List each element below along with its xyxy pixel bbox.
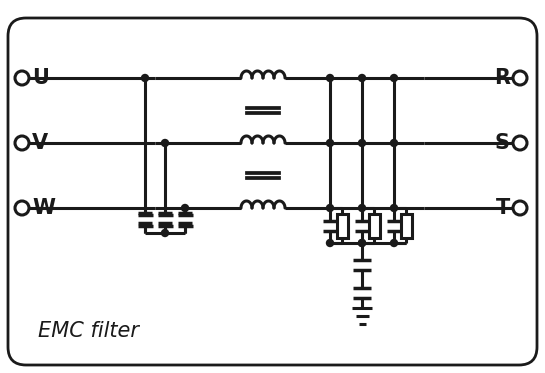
- Circle shape: [391, 140, 397, 147]
- Circle shape: [161, 140, 168, 147]
- Circle shape: [326, 204, 334, 211]
- Circle shape: [359, 75, 366, 81]
- FancyBboxPatch shape: [401, 213, 411, 238]
- Text: T: T: [496, 198, 510, 218]
- Circle shape: [359, 204, 366, 211]
- FancyBboxPatch shape: [336, 213, 348, 238]
- Circle shape: [391, 204, 397, 211]
- Circle shape: [391, 239, 397, 247]
- FancyBboxPatch shape: [368, 213, 379, 238]
- Circle shape: [359, 140, 366, 147]
- Circle shape: [326, 75, 334, 81]
- Text: W: W: [32, 198, 55, 218]
- Text: S: S: [495, 133, 510, 153]
- FancyBboxPatch shape: [8, 18, 537, 365]
- Circle shape: [359, 239, 366, 247]
- Circle shape: [359, 239, 366, 247]
- Text: R: R: [494, 68, 510, 88]
- Circle shape: [181, 204, 189, 211]
- Text: U: U: [32, 68, 49, 88]
- Circle shape: [326, 239, 334, 247]
- Text: EMC filter: EMC filter: [38, 321, 139, 341]
- Circle shape: [142, 75, 148, 81]
- Circle shape: [326, 140, 334, 147]
- Circle shape: [391, 75, 397, 81]
- Text: V: V: [32, 133, 48, 153]
- Circle shape: [161, 229, 168, 236]
